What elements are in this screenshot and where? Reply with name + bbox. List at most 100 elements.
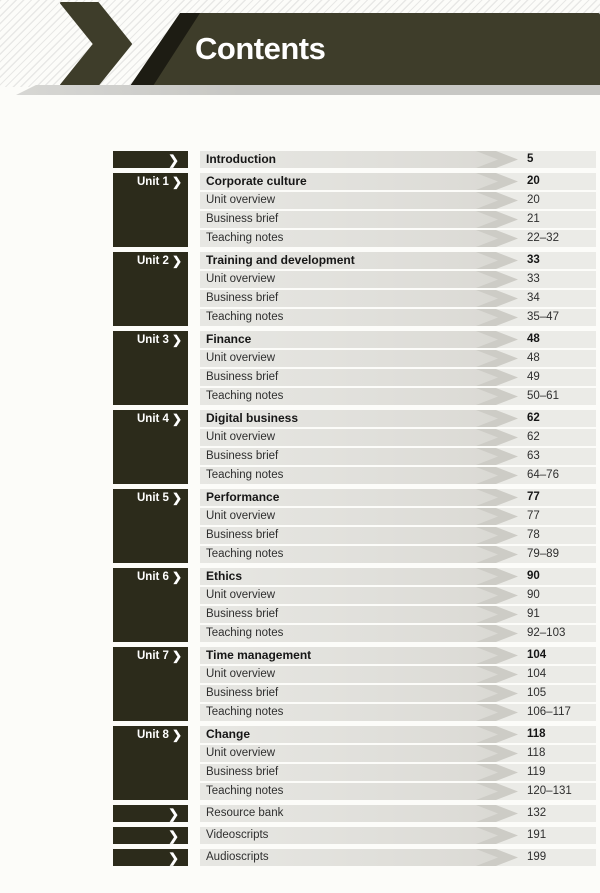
- row-bar: Training and development: [200, 252, 518, 269]
- row-label: Digital business: [206, 411, 299, 425]
- toc-row-unit-sub: Business brief 21: [200, 211, 596, 228]
- row-list: Audioscripts 199: [200, 849, 596, 866]
- page-header: Contents: [0, 0, 600, 97]
- unit-number-text: Unit 7: [136, 650, 169, 662]
- row-label: Ethics: [206, 569, 243, 583]
- row-label: Business brief: [206, 766, 279, 778]
- page-number: 191: [527, 829, 547, 841]
- toc-row-unit-title: Finance 48: [200, 331, 596, 348]
- page-number: 62: [527, 431, 540, 443]
- row-bar: Business brief: [200, 685, 518, 702]
- row-list: Digital business 62 Unit overview 62 Busines…: [200, 410, 596, 484]
- table-of-contents: ❯ Introduction 5 Unit 1 ❯ Corporate culture 20…: [0, 151, 600, 871]
- toc-row-unit-sub: Teaching notes 120–131: [200, 783, 596, 800]
- row-label: Business brief: [206, 213, 279, 225]
- row-label: Business brief: [206, 371, 279, 383]
- row-label: Corporate culture: [206, 174, 307, 188]
- toc-group-unit-8: Unit 8 ❯ Change 118 Unit overview 118 Business…: [0, 726, 600, 800]
- toc-group-unit-6: Unit 6 ❯ Ethics 90 Unit overview 90 Business b…: [0, 568, 600, 642]
- row-bar: Finance: [200, 331, 518, 348]
- toc-row-unit-sub: Business brief 63: [200, 448, 596, 465]
- unit-block: Unit 3 ❯: [113, 331, 188, 405]
- toc-row-extra-1: Videoscripts 191: [200, 827, 596, 844]
- row-label: Teaching notes: [206, 390, 284, 402]
- section-block-extra-0: ❯: [113, 805, 188, 822]
- row-label: Unit overview: [206, 273, 276, 285]
- page-number: 78: [527, 529, 540, 541]
- chevron-icon: ❯: [171, 728, 182, 742]
- row-bar: Teaching notes: [200, 467, 518, 484]
- row-label: Finance: [206, 332, 252, 346]
- row-label: Teaching notes: [206, 548, 284, 560]
- row-label: Performance: [206, 490, 280, 504]
- page-number: 90: [527, 570, 540, 582]
- page-number: 104: [527, 649, 547, 661]
- unit-number-text: Unit 8: [136, 729, 169, 741]
- unit-block-label: Unit 6 ❯: [137, 570, 182, 585]
- unit-number-text: Unit 6: [136, 571, 169, 583]
- row-bar: Introduction: [200, 151, 518, 168]
- toc-row-unit-sub: Unit overview 77: [200, 508, 596, 525]
- row-label: Unit overview: [206, 431, 276, 443]
- toc-row-unit-sub: Teaching notes 64–76: [200, 467, 596, 484]
- page-title: Contents: [195, 31, 326, 66]
- unit-block-label: Unit 4 ❯: [137, 412, 182, 427]
- chevron-icon: ❯: [171, 570, 182, 584]
- chevron-logo-icon: [60, 2, 132, 86]
- toc-row-unit-title: Change 118: [200, 726, 596, 743]
- row-bar: Ethics: [200, 568, 518, 585]
- row-list: Performance 77 Unit overview 77 Business bri…: [200, 489, 596, 563]
- row-label: Unit overview: [206, 668, 276, 680]
- row-label: Unit overview: [206, 747, 276, 759]
- row-bar: Business brief: [200, 764, 518, 781]
- row-list: Change 118 Unit overview 118 Business brief 1…: [200, 726, 596, 800]
- unit-block: Unit 1 ❯: [113, 173, 188, 247]
- row-label: Business brief: [206, 450, 279, 462]
- toc-row-unit-sub: Teaching notes 22–32: [200, 230, 596, 247]
- row-bar: Unit overview: [200, 666, 518, 683]
- row-bar: Videoscripts: [200, 827, 518, 844]
- page-number: 63: [527, 450, 540, 462]
- page-number: 35–47: [527, 311, 559, 323]
- toc-row-unit-sub: Teaching notes 79–89: [200, 546, 596, 563]
- toc-row-unit-sub: Business brief 91: [200, 606, 596, 623]
- row-label: Teaching notes: [206, 785, 284, 797]
- unit-block: Unit 7 ❯: [113, 647, 188, 721]
- toc-row-unit-sub: Unit overview 33: [200, 271, 596, 288]
- chevron-icon: ❯: [171, 491, 182, 505]
- row-bar: Performance: [200, 489, 518, 506]
- row-list: Videoscripts 191: [200, 827, 596, 844]
- toc-row-unit-sub: Unit overview 118: [200, 745, 596, 762]
- unit-block-label: Unit 2 ❯: [137, 254, 182, 269]
- chevron-icon: ❯: [171, 254, 182, 268]
- toc-row-unit-sub: Business brief 34: [200, 290, 596, 307]
- unit-block: Unit 2 ❯: [113, 252, 188, 326]
- row-label: Time management: [206, 648, 312, 662]
- toc-group-extra-0: ❯ Resource bank 132: [0, 805, 600, 822]
- row-label: Unit overview: [206, 194, 276, 206]
- chevron-icon: ❯: [168, 828, 179, 843]
- page-number: 33: [527, 273, 540, 285]
- row-label: Business brief: [206, 687, 279, 699]
- page-number: 22–32: [527, 232, 559, 244]
- toc-row-unit-sub: Business brief 49: [200, 369, 596, 386]
- toc-row-extra-2: Audioscripts 199: [200, 849, 596, 866]
- page-number: 64–76: [527, 469, 559, 481]
- unit-block-label: Unit 8 ❯: [137, 728, 182, 743]
- page-number: 20: [527, 194, 540, 206]
- unit-block: Unit 5 ❯: [113, 489, 188, 563]
- page-number: 105: [527, 687, 547, 699]
- row-label: Teaching notes: [206, 627, 284, 639]
- row-list: Training and development 33 Unit overview 3…: [200, 252, 596, 326]
- page-number: 48: [527, 333, 540, 345]
- row-list: Resource bank 132: [200, 805, 596, 822]
- header-band-shape: [130, 13, 600, 86]
- row-label: Teaching notes: [206, 469, 284, 481]
- row-label: Business brief: [206, 608, 279, 620]
- row-bar: Unit overview: [200, 429, 518, 446]
- row-list: Ethics 90 Unit overview 90 Business brief 91 T…: [200, 568, 596, 642]
- toc-row-unit-sub: Business brief 119: [200, 764, 596, 781]
- section-block-extra-1: ❯: [113, 827, 188, 844]
- toc-group-unit-4: Unit 4 ❯ Digital business 62 Unit overview 62…: [0, 410, 600, 484]
- chevron-icon: ❯: [168, 152, 179, 167]
